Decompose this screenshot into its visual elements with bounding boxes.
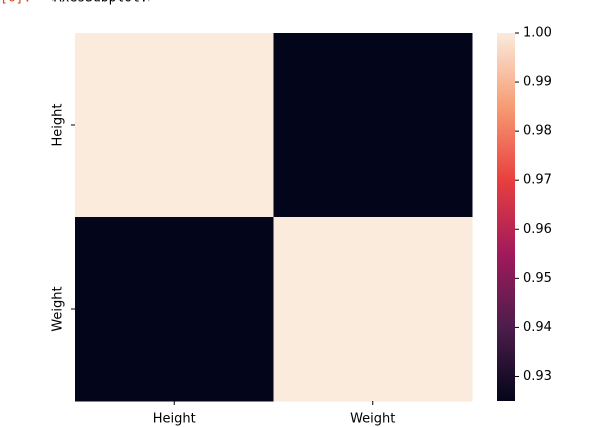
colorbar-tick-label: 1.00 — [523, 26, 552, 41]
y-tick-label: Weight — [51, 286, 66, 331]
heatmap-cell — [75, 33, 274, 218]
colorbar-tick-label: 0.96 — [523, 222, 552, 237]
colorbar-tick-label: 0.93 — [523, 369, 552, 384]
colorbar-tick-label: 0.94 — [523, 320, 552, 335]
heatmap-cell — [273, 33, 473, 218]
colorbar — [497, 33, 515, 401]
y-tick-label: Height — [51, 104, 66, 147]
x-tick-label: Weight — [350, 412, 395, 427]
output: <AxesSubplot:> — [46, 0, 156, 6]
colorbar-tick-label: 0.95 — [523, 271, 552, 286]
colorbar-tick-label: 0.97 — [523, 173, 552, 188]
heatmap-cell — [75, 217, 274, 402]
heatmap-cell — [273, 217, 473, 402]
x-tick-label: Height — [153, 412, 196, 427]
colorbar-tick-label: 0.98 — [523, 124, 552, 139]
colorbar-tick-label: 0.99 — [523, 75, 552, 90]
prompt: [6]: — [0, 0, 31, 6]
